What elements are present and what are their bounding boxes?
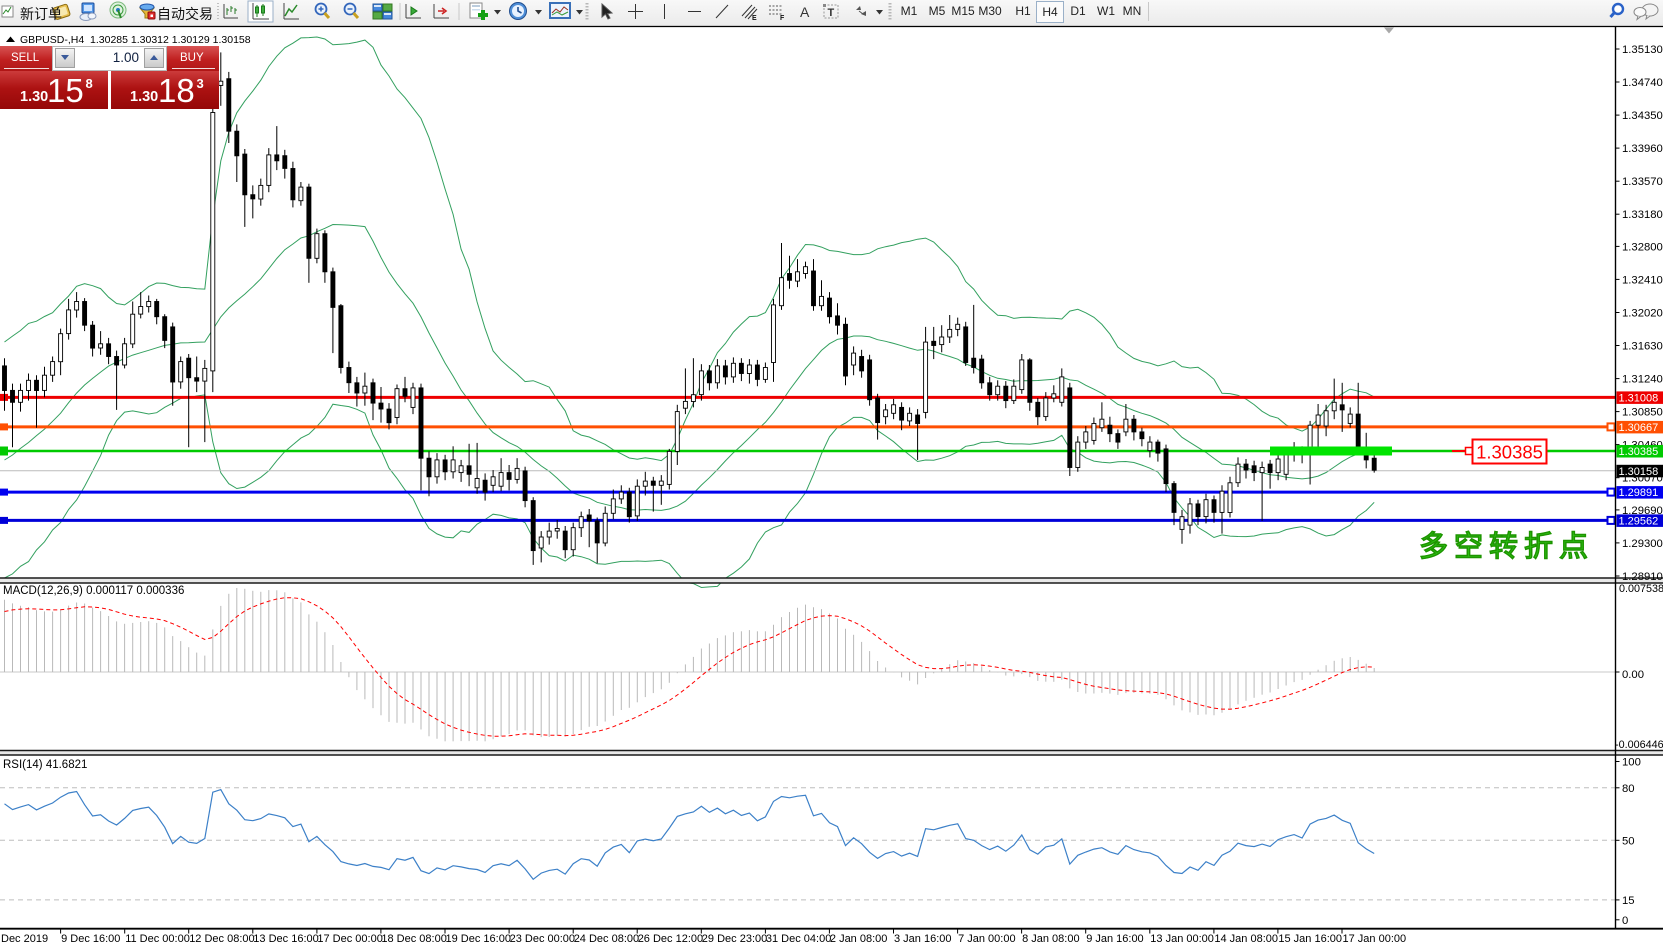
svg-text:1.29300: 1.29300: [1622, 538, 1663, 550]
svg-text:1.31008: 1.31008: [1619, 392, 1659, 404]
svg-text:14 Jan 08:00: 14 Jan 08:00: [1214, 933, 1278, 945]
svg-text:Dec 2019: Dec 2019: [1, 933, 48, 945]
svg-text:13 Dec 16:00: 13 Dec 16:00: [253, 933, 318, 945]
svg-text:1.34350: 1.34350: [1622, 110, 1663, 122]
svg-text:17 Jan 00:00: 17 Jan 00:00: [1343, 933, 1407, 945]
svg-text:E: E: [752, 15, 757, 22]
svg-text:9 Dec 16:00: 9 Dec 16:00: [61, 933, 120, 945]
svg-text:13 Jan 00:00: 13 Jan 00:00: [1150, 933, 1214, 945]
svg-text:1.31630: 1.31630: [1622, 341, 1663, 353]
svg-text:F: F: [780, 15, 785, 22]
svg-text:多空转折点: 多空转折点: [1419, 529, 1594, 563]
svg-text:1.33960: 1.33960: [1622, 143, 1663, 155]
svg-text:31 Dec 04:00: 31 Dec 04:00: [766, 933, 831, 945]
svg-text:1.29891: 1.29891: [1619, 487, 1659, 499]
svg-text:1.30158: 1.30158: [1619, 466, 1659, 478]
svg-text:GBPUSD-,H4 1.30285 1.30312 1.: GBPUSD-,H4 1.30285 1.30312 1.30129 1.301…: [20, 34, 251, 46]
svg-text:A: A: [800, 4, 810, 20]
svg-text:2 Jan 08:00: 2 Jan 08:00: [830, 933, 888, 945]
svg-text:1.30850: 1.30850: [1622, 407, 1663, 419]
svg-text:24 Dec 08:00: 24 Dec 08:00: [574, 933, 639, 945]
svg-text:7 Jan 00:00: 7 Jan 00:00: [958, 933, 1016, 945]
svg-text:12 Dec 08:00: 12 Dec 08:00: [189, 933, 254, 945]
svg-text:RSI(14) 41.6821: RSI(14) 41.6821: [3, 759, 87, 771]
svg-text:8 Jan 08:00: 8 Jan 08:00: [1022, 933, 1080, 945]
svg-text:100: 100: [1622, 757, 1641, 769]
svg-text:17 Dec 00:00: 17 Dec 00:00: [317, 933, 382, 945]
svg-text:50: 50: [1622, 835, 1635, 847]
svg-text:1.28910: 1.28910: [1622, 571, 1663, 583]
svg-text:1.32020: 1.32020: [1622, 308, 1663, 320]
svg-text:0.00: 0.00: [1622, 669, 1644, 681]
svg-text:0: 0: [1622, 915, 1628, 927]
svg-text:T: T: [828, 7, 835, 19]
svg-text:1.29690: 1.29690: [1622, 505, 1663, 517]
svg-text:19 Dec 16:00: 19 Dec 16:00: [446, 933, 511, 945]
svg-text:15 Jan 16:00: 15 Jan 16:00: [1278, 933, 1342, 945]
svg-text:1.32800: 1.32800: [1622, 241, 1663, 253]
svg-text:1.33180: 1.33180: [1622, 209, 1663, 221]
svg-text:1.32410: 1.32410: [1622, 274, 1663, 286]
svg-text:1.30385: 1.30385: [1476, 442, 1543, 463]
svg-text:1.33570: 1.33570: [1622, 176, 1663, 188]
svg-text:MACD(12,26,9) 0.000117 0.00033: MACD(12,26,9) 0.000117 0.000336: [3, 585, 184, 597]
svg-text:3 Jan 16:00: 3 Jan 16:00: [894, 933, 952, 945]
svg-text:-0.006446: -0.006446: [1615, 739, 1663, 751]
svg-text:1.35130: 1.35130: [1622, 44, 1663, 56]
svg-text:1.29562: 1.29562: [1619, 515, 1659, 527]
svg-text:18 Dec 08:00: 18 Dec 08:00: [381, 933, 446, 945]
svg-text:1.34740: 1.34740: [1622, 77, 1663, 89]
svg-text:1.30667: 1.30667: [1619, 422, 1659, 434]
svg-text:0.007538: 0.007538: [1619, 583, 1663, 595]
svg-text:11 Dec 00:00: 11 Dec 00:00: [125, 933, 190, 945]
svg-text:15: 15: [1622, 895, 1635, 907]
svg-text:23 Dec 00:00: 23 Dec 00:00: [510, 933, 575, 945]
svg-text:26 Dec 12:00: 26 Dec 12:00: [638, 933, 703, 945]
svg-text:9 Jan 16:00: 9 Jan 16:00: [1086, 933, 1144, 945]
svg-text:29 Dec 23:00: 29 Dec 23:00: [702, 933, 767, 945]
svg-text:1.31240: 1.31240: [1622, 374, 1663, 386]
svg-text:1.30385: 1.30385: [1619, 446, 1659, 458]
svg-text:80: 80: [1622, 783, 1635, 795]
